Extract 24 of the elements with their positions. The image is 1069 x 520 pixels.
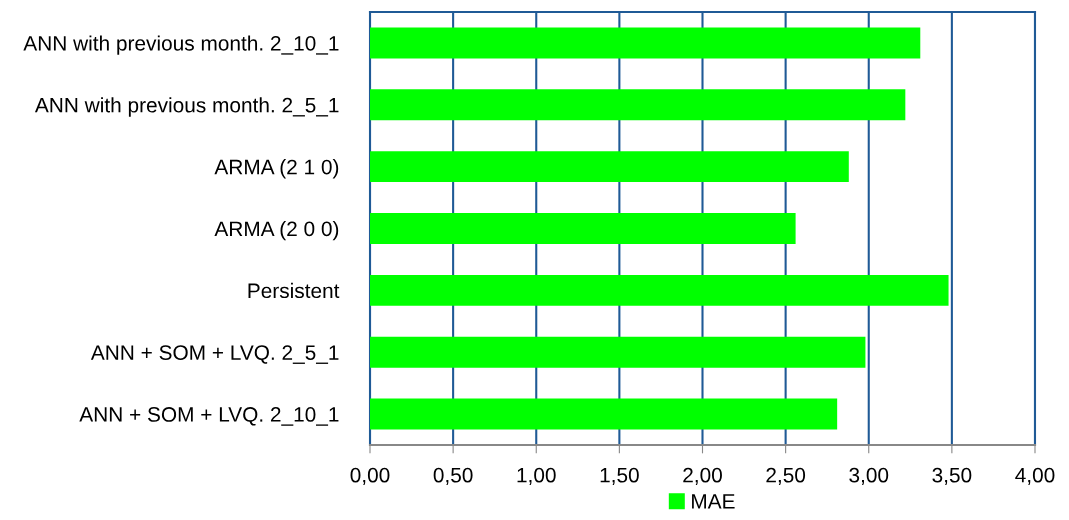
y-tick-label: ARMA (2 0 0) xyxy=(214,220,339,241)
y-tick-label: ANN with previous month. 2_10_1 xyxy=(23,35,339,55)
y-tick-label: ANN + SOM + LVQ. 2_5_1 xyxy=(90,345,339,364)
y-tick-label: ARMA (2 1 0) xyxy=(214,159,339,179)
bar xyxy=(370,274,949,306)
x-tick-label: 4,00 xyxy=(1015,467,1055,485)
x-tick-label: 1,00 xyxy=(517,467,556,485)
x-tick-label: 3,50 xyxy=(932,467,972,485)
y-tick-label: ANN with previous month. 2_5_1 xyxy=(34,97,339,117)
x-tick-label: 1,50 xyxy=(600,467,639,485)
y-tick-label: ANN + SOM + LVQ. 2_10_1 xyxy=(79,407,339,426)
x-tick-label: 3,00 xyxy=(849,467,889,485)
x-tick-label: 0,50 xyxy=(433,467,473,485)
bar xyxy=(370,27,921,59)
bar xyxy=(370,213,796,244)
bar xyxy=(370,398,838,430)
x-tick-label: 2,00 xyxy=(683,467,722,485)
bar xyxy=(370,151,849,183)
x-tick-label: 0,00 xyxy=(350,467,390,485)
legend-label: MAE xyxy=(692,494,735,509)
bar xyxy=(370,336,866,368)
bar xyxy=(370,89,906,121)
x-tick-label: 2,50 xyxy=(766,467,806,485)
y-tick-label: Persistent xyxy=(248,282,340,299)
